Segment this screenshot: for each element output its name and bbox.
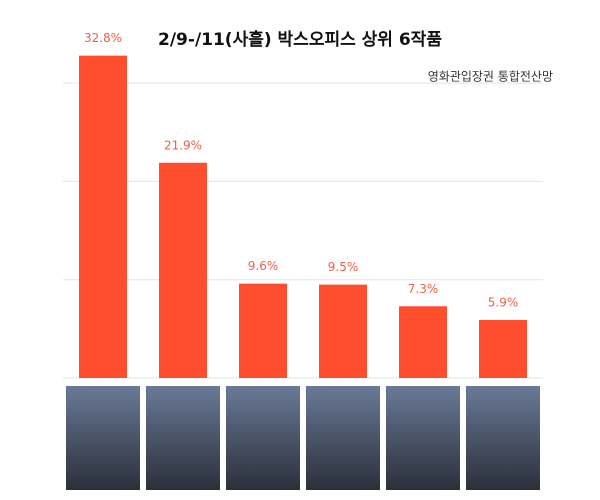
poster <box>306 386 380 490</box>
chart-subtitle: 영화관입장권 통합전산망 <box>428 70 553 84</box>
bar <box>239 283 287 378</box>
bar <box>159 162 207 378</box>
value-label: 9.6% <box>248 259 279 273</box>
value-label: 21.9% <box>164 138 202 152</box>
poster <box>386 386 460 490</box>
value-label: 32.8% <box>84 31 122 45</box>
bar <box>399 306 447 378</box>
poster <box>466 386 540 490</box>
value-label: 7.3% <box>408 282 439 296</box>
value-label: 5.9% <box>488 296 519 310</box>
poster <box>226 386 300 490</box>
bar <box>319 284 367 378</box>
chart-title: 2/9-/11(사흘) 박스오피스 상위 6작품 <box>158 29 442 50</box>
bar <box>479 320 527 378</box>
poster <box>66 386 140 490</box>
poster <box>146 386 220 490</box>
value-label: 9.5% <box>328 260 359 274</box>
bar <box>79 55 127 378</box>
